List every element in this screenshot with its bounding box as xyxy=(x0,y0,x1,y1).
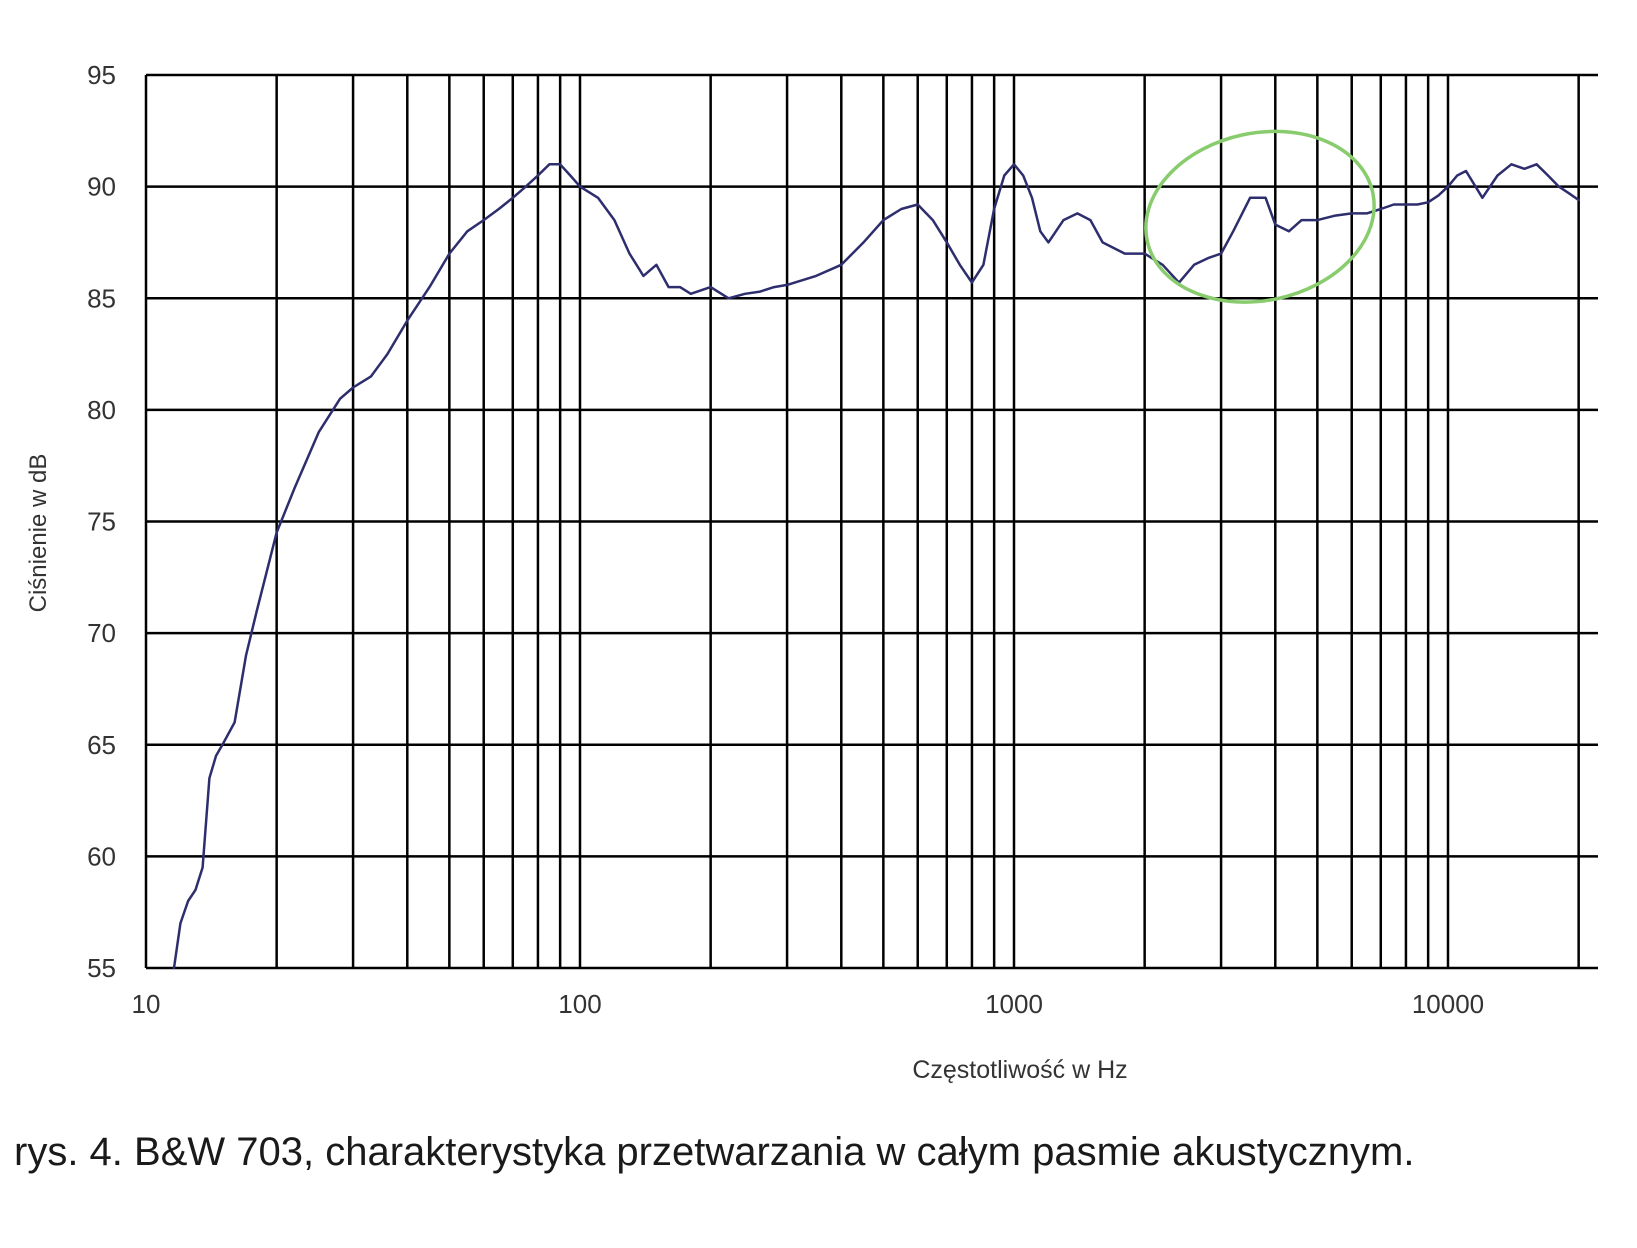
x-tick-label: 100 xyxy=(558,989,601,1019)
x-tick-label: 1000 xyxy=(985,989,1043,1019)
y-tick-label: 85 xyxy=(87,283,116,313)
grid xyxy=(144,73,1598,970)
y-tick-label: 90 xyxy=(87,172,116,202)
series-layer xyxy=(172,163,1580,970)
x-tick-labels: 10 100 1000 10000 xyxy=(132,989,1485,1019)
y-tick-label: 80 xyxy=(87,395,116,425)
y-tick-label: 60 xyxy=(87,841,116,871)
figure-caption: rys. 4. B&W 703, charakterystyka przetwa… xyxy=(14,1130,1415,1174)
y-tick-label: 75 xyxy=(87,507,116,537)
y-tick-labels: 55 60 65 70 75 80 85 90 95 xyxy=(87,60,116,983)
y-tick-label: 55 xyxy=(87,953,116,983)
x-axis-label: Częstotliwość w Hz xyxy=(912,1056,1127,1084)
y-tick-label: 70 xyxy=(87,618,116,648)
y-tick-label: 95 xyxy=(87,60,116,90)
annotation-layer xyxy=(1144,129,1376,304)
highlight-ellipse xyxy=(1144,129,1376,304)
y-axis-label: Ciśnienie w dB xyxy=(25,454,52,613)
chart: 55 60 65 70 75 80 85 90 95 10 100 1000 10000 Ciśnie… xyxy=(25,60,1598,1084)
x-tick-label: 10 xyxy=(132,989,161,1019)
x-tick-label: 10000 xyxy=(1412,989,1484,1019)
frequency-response-line xyxy=(172,163,1580,970)
y-tick-label: 65 xyxy=(87,730,116,760)
